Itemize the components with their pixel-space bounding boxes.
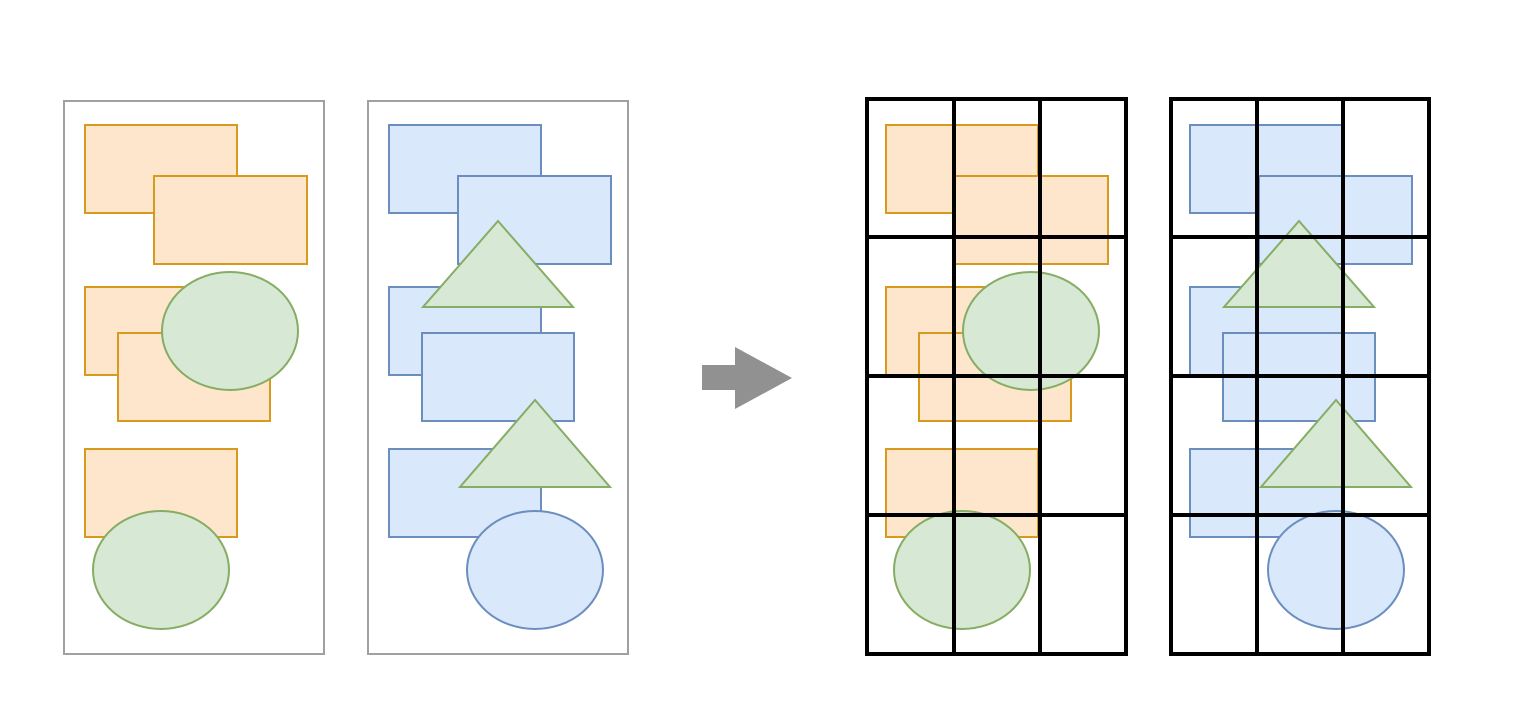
orange-grid-panel-shapes bbox=[885, 124, 1109, 630]
blue-rect-4 bbox=[421, 332, 575, 422]
green-ellipse-1 bbox=[161, 271, 299, 391]
grid-green-triangle-1 bbox=[1221, 219, 1377, 308]
grid-green-ellipse-1 bbox=[962, 271, 1100, 391]
output-panels bbox=[865, 97, 1431, 656]
blue-ellipse-1 bbox=[466, 510, 604, 630]
grid-green-ellipse-2 bbox=[893, 510, 1031, 630]
orange-rect-2 bbox=[153, 175, 308, 265]
blue-panel-shapes bbox=[388, 124, 613, 630]
grid-green-triangle-2 bbox=[1258, 398, 1414, 488]
blue-grid-panel-shapes bbox=[1189, 124, 1414, 630]
blue-grid bbox=[1169, 97, 1431, 656]
grid-blue-ellipse-1 bbox=[1267, 510, 1405, 630]
right-arrow-icon bbox=[702, 347, 792, 409]
input-panels bbox=[63, 100, 629, 655]
orange-panel-shapes bbox=[84, 124, 308, 630]
grid-orange-rect-2 bbox=[954, 175, 1109, 265]
green-ellipse-2 bbox=[92, 510, 230, 630]
green-triangle-1 bbox=[420, 219, 576, 308]
green-triangle-2 bbox=[457, 398, 613, 488]
orange-grid bbox=[865, 97, 1128, 656]
